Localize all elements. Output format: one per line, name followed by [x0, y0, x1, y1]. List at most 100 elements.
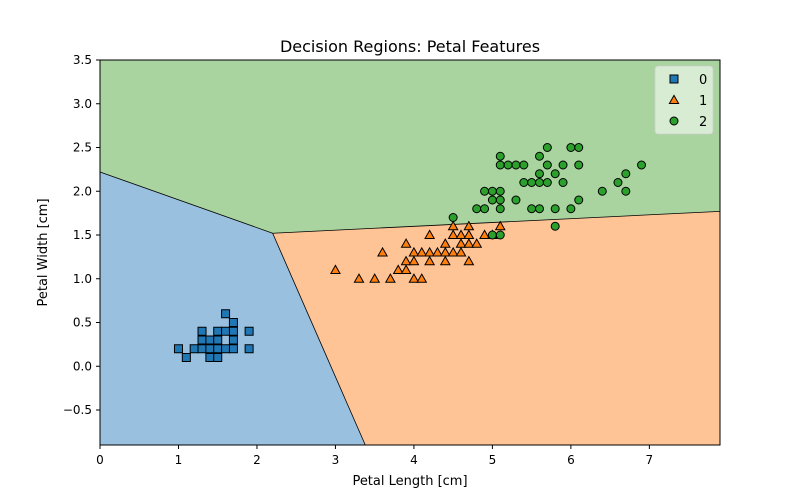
point-class-1	[424, 229, 436, 239]
point-class-1	[392, 264, 404, 274]
point-class-2	[597, 186, 607, 196]
point-class-0	[181, 353, 191, 362]
point-class-2	[574, 143, 584, 152]
legend-marker-1	[668, 94, 680, 104]
decision-regions	[100, 60, 720, 445]
point-class-0	[205, 344, 215, 354]
point-class-0	[244, 326, 254, 336]
y-axis-label: Petal Width [cm]	[36, 198, 51, 306]
point-class-2	[542, 143, 552, 152]
x-tick-label: 3	[332, 453, 340, 467]
point-class-0	[221, 326, 231, 336]
point-class-0	[197, 335, 207, 345]
point-class-2	[566, 204, 576, 214]
point-class-2	[542, 160, 552, 170]
point-class-2	[527, 178, 537, 187]
point-class-0	[189, 344, 199, 354]
point-class-2	[480, 204, 490, 214]
point-class-1	[424, 255, 436, 266]
point-class-2	[511, 160, 521, 170]
legend-label-0: 0	[699, 73, 707, 88]
point-class-1	[377, 246, 388, 257]
point-class-1	[408, 273, 420, 283]
point-class-2	[487, 195, 497, 205]
boundary-line	[99, 171, 273, 234]
point-class-1	[432, 246, 443, 257]
point-class-2	[534, 151, 544, 161]
point-class-2	[534, 178, 544, 187]
point-class-2	[574, 160, 584, 170]
point-class-2	[495, 186, 505, 196]
y-tick-label: 1.5	[73, 228, 92, 242]
point-class-1	[369, 273, 381, 283]
point-class-2	[511, 195, 521, 205]
x-tick-label: 2	[253, 453, 261, 467]
legend-marker-2	[669, 116, 679, 126]
chart-title: Decision Regions: Petal Features	[280, 37, 540, 56]
point-class-2	[566, 143, 576, 152]
point-class-2	[534, 204, 544, 214]
point-class-1	[455, 246, 467, 257]
point-class-0	[213, 326, 223, 336]
point-class-2	[495, 195, 505, 205]
point-class-1	[439, 255, 451, 266]
point-class-1	[384, 273, 396, 283]
point-class-0	[213, 344, 223, 354]
point-class-0	[213, 335, 223, 345]
point-class-0	[197, 344, 207, 354]
point-class-2	[621, 169, 631, 179]
point-class-1	[494, 220, 506, 231]
point-class-1	[408, 255, 420, 266]
y-tick-label: 3.0	[73, 97, 92, 111]
point-class-2	[495, 160, 505, 170]
point-class-2	[527, 204, 537, 214]
x-axis-label: Petal Length [cm]	[352, 474, 467, 489]
x-tick-label: 6	[567, 453, 575, 467]
point-class-2	[495, 151, 505, 161]
point-class-1	[400, 238, 412, 248]
point-class-2	[495, 230, 505, 240]
point-class-1	[471, 238, 483, 248]
point-class-2	[550, 169, 560, 179]
point-class-1	[353, 273, 365, 283]
y-tick-label: 3.5	[73, 53, 92, 67]
point-class-2	[519, 178, 529, 187]
point-class-0	[173, 344, 183, 354]
x-axis-ticks: 0 1 2 3 4 5 6 7	[96, 445, 653, 467]
point-class-2	[472, 204, 482, 214]
point-class-0	[213, 353, 223, 362]
legend-label-2: 2	[699, 115, 707, 130]
point-class-0	[228, 335, 238, 345]
point-class-1	[424, 246, 436, 257]
point-class-2	[550, 221, 560, 231]
point-class-0	[244, 344, 254, 354]
point-class-1	[447, 220, 459, 231]
point-class-2	[558, 178, 568, 187]
point-class-1	[463, 229, 475, 239]
point-class-1	[447, 246, 459, 257]
point-class-2	[487, 230, 497, 240]
point-class-2	[495, 204, 505, 214]
x-tick-label: 7	[646, 453, 654, 467]
point-class-1	[400, 264, 412, 274]
point-class-1	[463, 238, 475, 248]
point-class-1	[439, 238, 451, 248]
point-class-2	[519, 160, 529, 170]
point-class-2	[503, 160, 513, 170]
y-tick-label: 2.5	[73, 141, 92, 155]
point-class-1	[479, 229, 491, 239]
point-class-0	[205, 353, 215, 362]
point-class-1	[408, 246, 420, 257]
legend-label-1: 1	[699, 94, 707, 109]
point-class-1	[455, 229, 467, 239]
point-class-2	[574, 195, 584, 205]
point-class-0	[205, 335, 215, 345]
region-class-0	[100, 172, 366, 445]
data-points	[173, 143, 647, 362]
y-tick-label: 2.0	[73, 184, 92, 198]
point-class-2	[621, 186, 631, 196]
x-tick-label: 4	[410, 453, 418, 467]
y-axis-ticks: −0.5 0.0 0.5 1.0 1.5 2.0 2.5 3.0 3.5	[63, 53, 100, 417]
point-class-1	[329, 264, 341, 274]
